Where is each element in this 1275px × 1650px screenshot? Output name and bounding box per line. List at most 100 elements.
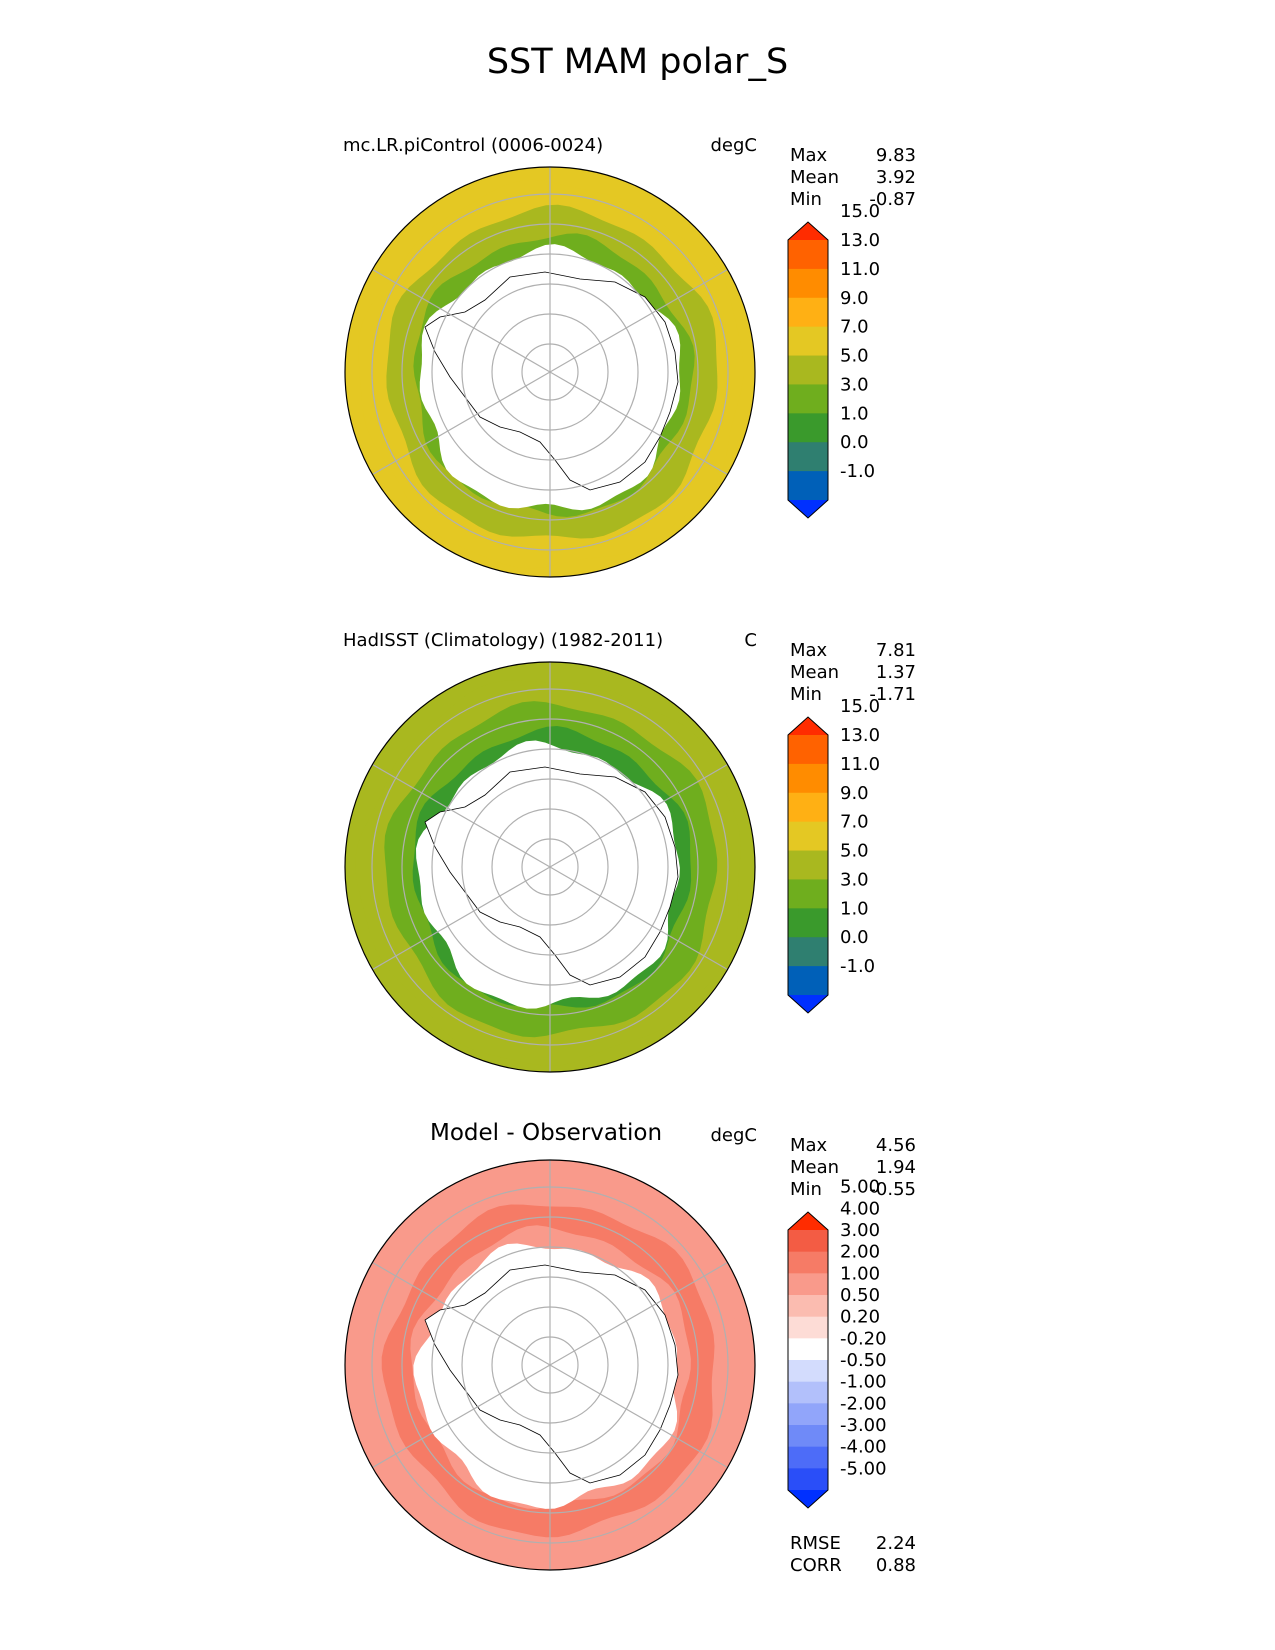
panel-model-map [344, 166, 756, 578]
colorbar-tick-label: -2.00 [840, 1393, 887, 1414]
map-boundary [344, 166, 756, 578]
colorbar-segment-4 [788, 850, 828, 880]
panel-diff-max-label: Max [790, 1135, 828, 1156]
panel-obs-max-value: 7.81 [875, 640, 916, 661]
colorbar-tick-label: 5.0 [840, 346, 869, 367]
colorbar-extend-min [788, 995, 828, 1013]
colorbar-tick-label: -0.50 [840, 1350, 887, 1371]
panel-diff-min-value: -0.55 [869, 1179, 916, 1200]
map-field [345, 662, 755, 1072]
colorbar-outline [787, 716, 829, 1014]
colorbar-segment-8 [788, 966, 828, 996]
panel-model-max-value: 9.83 [875, 145, 916, 166]
meridian-0 [549, 371, 728, 476]
panel-diff-rmse-label: RMSE [790, 1533, 841, 1554]
colorbar-tick-label: -5.00 [840, 1458, 887, 1479]
panel-model-max-label: Max [790, 145, 828, 166]
panel-model-mean-label: Mean [790, 167, 840, 188]
colorbar-segment-3 [788, 326, 828, 357]
colorbar-tick-label: 0.20 [840, 1307, 880, 1328]
colorbar-tick-label: 1.0 [840, 898, 869, 919]
colorbar-tick-label: 7.0 [840, 812, 869, 833]
colorbar-segment-9 [788, 1425, 828, 1448]
colorbar-segment-5 [788, 1338, 828, 1361]
map-field [345, 167, 755, 577]
panel-diff-corr-label: CORR [790, 1555, 842, 1576]
colorbar-tick-label: 1.00 [840, 1263, 880, 1284]
panel-diff-max-value: 4.56 [875, 1135, 916, 1156]
panel-model-mean-value: 3.92 [875, 167, 916, 188]
panel-diff-mean-label: Mean [790, 1157, 840, 1178]
colorbar-segment-0 [788, 1230, 828, 1253]
meridian-3 [372, 268, 551, 373]
colorbar-tick-label: 15.0 [840, 696, 880, 717]
panel-model-min-label: Min [790, 189, 822, 210]
colorbar-tick-label: -4.00 [840, 1437, 887, 1458]
colorbar-tick-label: -1.0 [840, 461, 875, 482]
panel-diff-colorbar: -5.00-4.00-3.00-2.00-1.00-0.50-0.200.200… [787, 1177, 887, 1509]
colorbar-extend-max [788, 717, 828, 735]
map-boundary [344, 661, 756, 1073]
meridian-2 [372, 1364, 551, 1469]
colorbar-tick-label: 3.0 [840, 374, 869, 395]
colorbar-tick-label: -1.00 [840, 1372, 887, 1393]
panel-model-colorbar: -1.0 0.0 1.0 3.0 5.0 7.0 9.0 11.0 13.0 15.0 [787, 201, 880, 519]
colorbar-segment-8 [788, 471, 828, 501]
colorbar-tick-label: -0.20 [840, 1328, 887, 1349]
colorbar-segment-2 [788, 1273, 828, 1296]
colorbar-tick-label: 15.0 [840, 201, 880, 222]
colorbar-tick-label: 7.0 [840, 317, 869, 338]
meridian-5 [549, 1261, 728, 1366]
panel-obs-min-value: -1.71 [869, 684, 916, 705]
meridian-2 [372, 866, 551, 971]
colorbar-segment-1 [788, 268, 828, 299]
colorbar-tick-label: 3.0 [840, 869, 869, 890]
panel-diff-mean-value: 1.94 [875, 1157, 916, 1178]
colorbar-segment-5 [788, 384, 828, 414]
panel-obs-max-label: Max [790, 640, 828, 661]
meridian-3 [372, 763, 551, 868]
colorbar-segment-7 [788, 442, 828, 472]
antarctica-coastline [424, 766, 679, 986]
colorbar-tick-label: 2.00 [840, 1242, 880, 1263]
panel-model-units: degC [710, 135, 758, 156]
colorbar-outline [787, 1211, 829, 1509]
colorbar-segment-11 [788, 1468, 828, 1491]
colorbar-segment-0 [788, 240, 828, 270]
colorbar-tick-label: 1.0 [840, 403, 869, 424]
colorbar-tick-label: 5.0 [840, 841, 869, 862]
antarctica-coastline [424, 271, 679, 491]
colorbar-tick-label: 9.0 [840, 783, 869, 804]
colorbar-segment-7 [788, 937, 828, 967]
meridian-3 [372, 1261, 551, 1366]
panel-diff-corr-value: 0.88 [875, 1555, 916, 1576]
colorbar-tick-label: 11.0 [840, 754, 880, 775]
colorbar-segment-0 [788, 735, 828, 765]
meridian-5 [549, 763, 728, 868]
colorbar-tick-label: 13.0 [840, 725, 880, 746]
colorbar-tick-label: 0.0 [840, 927, 869, 948]
colorbar-extend-max [788, 1212, 828, 1230]
colorbar-segment-1 [788, 1251, 828, 1274]
antarctica-coastline [424, 1264, 679, 1484]
colorbar-segment-3 [788, 1295, 828, 1318]
panel-obs-colorbar: -1.0 0.0 1.0 3.0 5.0 7.0 9.0 11.0 13.0 15.0 [787, 696, 880, 1014]
colorbar-segment-10 [788, 1446, 828, 1469]
panel-diff-units: degC [710, 1125, 758, 1146]
colorbar-segment-2 [788, 792, 828, 823]
colorbar-outline [787, 221, 829, 519]
colorbar-segment-4 [788, 1316, 828, 1339]
colorbar-tick-label: 0.50 [840, 1285, 880, 1306]
colorbar-extend-min [788, 500, 828, 518]
colorbar-tick-label: -1.0 [840, 956, 875, 977]
map-field [345, 1160, 755, 1570]
colorbar-segment-4 [788, 355, 828, 385]
colorbar-tick-label: 0.0 [840, 432, 869, 453]
colorbar-segment-6 [788, 413, 828, 443]
colorbar-tick-label: 4.00 [840, 1198, 880, 1219]
panel-diff-min-label: Min [790, 1179, 822, 1200]
colorbar-tick-label: 9.0 [840, 288, 869, 309]
colorbar-extend-min [788, 1490, 828, 1508]
panel-model-min-value: -0.87 [869, 189, 916, 210]
colorbar-extend-max [788, 222, 828, 240]
